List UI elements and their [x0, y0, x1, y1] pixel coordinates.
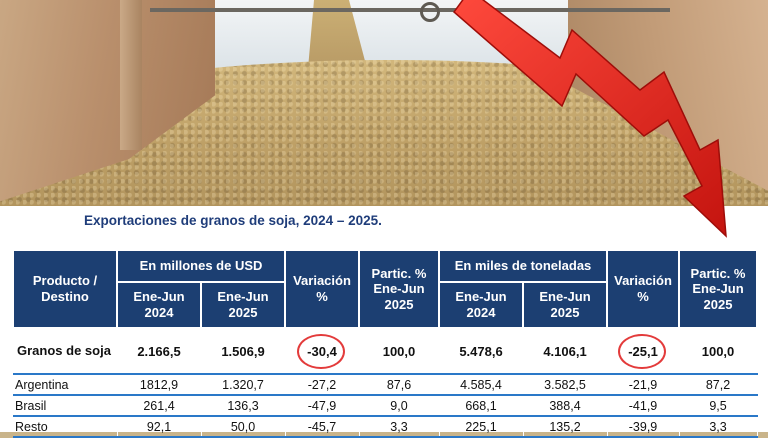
- cell-tons-2024: 668,1: [439, 395, 524, 417]
- cell-usd-share: 3,3: [359, 416, 440, 438]
- cell-usd-variation: -47,9: [285, 395, 360, 417]
- table-row: Brasil 261,4 136,3 -47,9 9,0 668,1 388,4…: [13, 395, 758, 417]
- cell-tons-variation: -21,9: [607, 374, 680, 396]
- cell-usd-variation: -30,4: [285, 328, 360, 375]
- cell-tons-variation: -25,1: [607, 328, 680, 375]
- row-product: Brasil: [13, 395, 118, 417]
- cell-tons-2024: 225,1: [439, 416, 524, 438]
- cell-tons-share: 100,0: [679, 328, 758, 375]
- cell-usd-share: 87,6: [359, 374, 440, 396]
- row-product: Granos de soja: [13, 328, 118, 375]
- bar-fitting: [420, 2, 440, 22]
- row-product: Argentina: [13, 374, 118, 396]
- cell-usd-variation: -45,7: [285, 416, 360, 438]
- cell-tons-2025: 3.582,5: [523, 374, 608, 396]
- cell-usd-2025: 1.320,7: [201, 374, 286, 396]
- header-usd-2025: Ene-Jun 2025: [200, 281, 286, 329]
- table-row-total: Granos de soja 2.166,5 1.506,9 -30,4 100…: [13, 328, 758, 375]
- soybean-truck-photo: [0, 0, 768, 212]
- cell-tons-share: 9,5: [679, 395, 758, 417]
- cell-usd-2024: 2.166,5: [117, 328, 202, 375]
- cell-usd-share: 100,0: [359, 328, 440, 375]
- cell-tons-2024: 4.585,4: [439, 374, 524, 396]
- header-tons-2024: Ene-Jun 2024: [438, 281, 524, 329]
- exports-table: Producto / Destino En millones de USD Va…: [12, 249, 759, 438]
- cell-tons-2025: 135,2: [523, 416, 608, 438]
- header-group-tons: En miles de toneladas: [437, 249, 609, 283]
- truck-post: [120, 0, 142, 150]
- header-group-usd: En millones de USD: [116, 249, 286, 283]
- cell-usd-2024: 261,4: [117, 395, 202, 417]
- cell-usd-2024: 92,1: [117, 416, 202, 438]
- cell-usd-2025: 136,3: [201, 395, 286, 417]
- cell-usd-2024: 1812,9: [117, 374, 202, 396]
- truck-bar: [150, 8, 670, 12]
- cell-tons-share: 87,2: [679, 374, 758, 396]
- header-variation-tons: Variación %: [606, 249, 681, 329]
- row-product: Resto: [13, 416, 118, 438]
- table-title: Exportaciones de granos de soja, 2024 – …: [84, 213, 382, 228]
- cell-usd-2025: 1.506,9: [201, 328, 286, 375]
- cell-tons-share: 3,3: [679, 416, 758, 438]
- header-usd-2024: Ene-Jun 2024: [116, 281, 202, 329]
- cell-usd-variation: -27,2: [285, 374, 360, 396]
- header-product: Producto / Destino: [12, 249, 118, 329]
- header-share-tons: Partic. % Ene-Jun 2025: [678, 249, 759, 329]
- cell-tons-variation: -41,9: [607, 395, 680, 417]
- cell-tons-2025: 4.106,1: [523, 328, 608, 375]
- header-share-usd: Partic. % Ene-Jun 2025: [358, 249, 440, 329]
- highlight-circle: -25,1: [618, 333, 666, 369]
- highlight-circle: -30,4: [297, 333, 345, 369]
- cell-tons-2025: 388,4: [523, 395, 608, 417]
- table-row: Resto 92,1 50,0 -45,7 3,3 225,1 135,2 -3…: [13, 416, 758, 438]
- table-row: Argentina 1812,9 1.320,7 -27,2 87,6 4.58…: [13, 374, 758, 396]
- cell-usd-share: 9,0: [359, 395, 440, 417]
- header-variation-usd: Variación %: [284, 249, 360, 329]
- header-tons-2025: Ene-Jun 2025: [521, 281, 609, 329]
- cell-usd-2025: 50,0: [201, 416, 286, 438]
- cell-tons-2024: 5.478,6: [439, 328, 524, 375]
- cell-tons-variation: -39,9: [607, 416, 680, 438]
